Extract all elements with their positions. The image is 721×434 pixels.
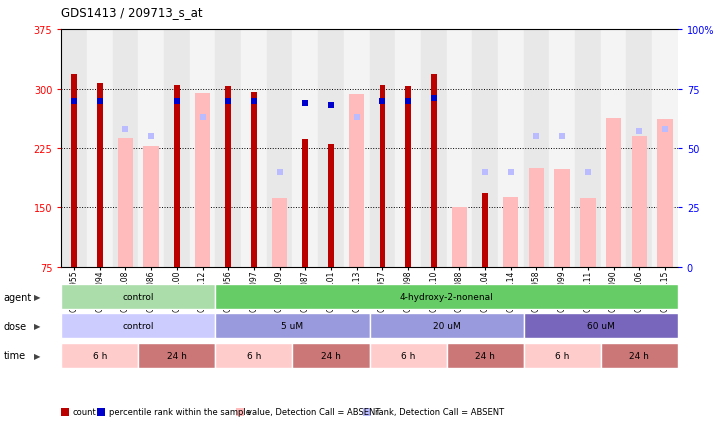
Bar [87,30,112,267]
Bar [580,198,596,267]
Bar [446,343,523,368]
Text: 4-hydroxy-2-nonenal: 4-hydroxy-2-nonenal [399,293,493,301]
Text: 24 h: 24 h [167,351,187,360]
Bar [164,30,190,267]
Bar [241,30,267,267]
Bar [554,170,570,267]
Bar [293,343,370,368]
Text: 24 h: 24 h [321,351,341,360]
Bar [174,85,180,267]
Bar [451,208,467,267]
Bar [431,76,436,267]
Bar [370,343,446,368]
Bar [405,87,411,267]
Bar [395,30,421,267]
Bar [303,139,308,267]
Text: 5 uM: 5 uM [281,322,304,330]
Bar [523,313,678,339]
Bar [328,145,334,267]
Bar [112,30,138,267]
Bar [226,87,231,267]
Bar [523,343,601,368]
Bar [138,343,216,368]
Bar [190,30,216,267]
Bar [97,84,102,267]
Bar [61,313,216,339]
Text: 24 h: 24 h [475,351,495,360]
Text: control: control [123,322,154,330]
Bar [658,119,673,267]
Bar [216,30,241,267]
Bar [267,30,293,267]
Bar [344,30,370,267]
Bar [293,30,318,267]
Bar [575,30,601,267]
Text: control: control [123,293,154,301]
Bar [71,76,77,267]
Text: ▶: ▶ [34,322,40,330]
Text: 6 h: 6 h [247,351,261,360]
Bar [61,284,216,309]
Text: 20 uM: 20 uM [433,322,461,330]
Bar [370,30,395,267]
Bar [61,30,87,267]
Bar [503,197,518,267]
Text: 6 h: 6 h [92,351,107,360]
Bar [272,198,288,267]
Bar [216,343,293,368]
Text: GDS1413 / 209713_s_at: GDS1413 / 209713_s_at [61,7,203,20]
Bar [446,30,472,267]
Text: value, Detection Call = ABSENT: value, Detection Call = ABSENT [247,408,381,416]
Bar [482,194,488,267]
Text: agent: agent [4,292,32,302]
Bar [549,30,575,267]
Bar [606,118,622,267]
Bar [379,85,385,267]
Text: 6 h: 6 h [555,351,570,360]
Text: time: time [4,351,26,360]
Text: 24 h: 24 h [629,351,649,360]
Bar [523,30,549,267]
Bar [195,93,211,267]
Bar [632,137,647,267]
Bar [143,147,159,267]
Bar [601,343,678,368]
Bar [61,343,138,368]
Text: ▶: ▶ [34,351,40,360]
Bar [138,30,164,267]
Bar [216,313,370,339]
Bar [421,30,446,267]
Bar [601,30,627,267]
Text: 6 h: 6 h [401,351,415,360]
Text: 60 uM: 60 uM [587,322,614,330]
Text: count: count [73,408,97,416]
Bar [370,313,523,339]
Bar [472,30,498,267]
Bar [627,30,652,267]
Bar [652,30,678,267]
Bar [318,30,344,267]
Bar [498,30,523,267]
Text: rank, Detection Call = ABSENT: rank, Detection Call = ABSENT [375,408,504,416]
Bar [216,284,678,309]
Text: ▶: ▶ [34,293,40,301]
Bar [118,138,133,267]
Bar [349,95,364,267]
Text: dose: dose [4,321,27,331]
Bar [251,93,257,267]
Text: percentile rank within the sample: percentile rank within the sample [109,408,250,416]
Bar [528,168,544,267]
